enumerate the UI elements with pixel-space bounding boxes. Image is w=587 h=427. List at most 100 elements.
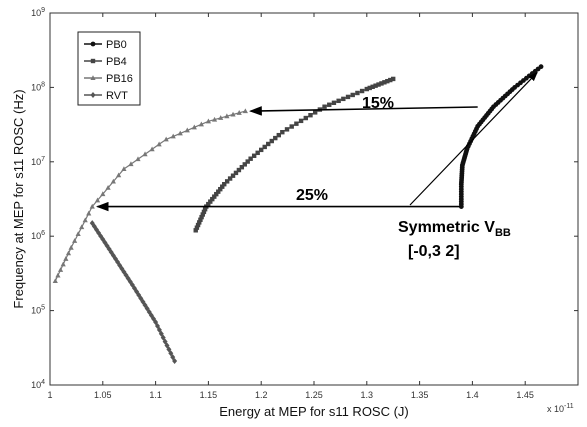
x-axis-label: Energy at MEP for s11 ROSC (J) <box>219 404 409 419</box>
data-point-pb4 <box>385 78 390 84</box>
data-point-pb4 <box>284 127 290 132</box>
y-tick-exp: 4 <box>41 379 45 386</box>
data-point-rvt <box>168 350 174 357</box>
data-point-rvt <box>166 346 172 353</box>
data-point-pb4 <box>273 135 278 141</box>
legend: PB0 PB4 PB16 RVT <box>77 31 141 106</box>
x-tick-label: 1.1 <box>149 390 162 400</box>
data-point-pb16 <box>156 141 162 147</box>
data-point-pb4 <box>367 85 372 91</box>
data-point-rvt <box>153 319 159 326</box>
data-point-pb4 <box>276 132 281 138</box>
data-point-pb4 <box>195 222 201 228</box>
data-point-pb16 <box>110 178 116 184</box>
data-point-pb4 <box>364 86 369 92</box>
x-tick-label: 1.45 <box>516 390 534 400</box>
data-point-pb4 <box>345 94 351 100</box>
data-point-pb4 <box>199 214 204 220</box>
data-point-pb4 <box>280 129 285 135</box>
data-point-pb4 <box>198 217 203 222</box>
label-15-percent: 15% <box>362 95 394 112</box>
data-point-pb4 <box>298 118 304 124</box>
data-point-rvt <box>170 354 176 361</box>
data-point-pb4 <box>218 186 223 192</box>
data-point-pb16 <box>142 151 148 157</box>
y-tick-label: 104 <box>31 379 45 390</box>
series-pb4 <box>193 76 396 233</box>
data-point-pb16 <box>60 261 66 267</box>
data-point-pb16 <box>94 197 101 203</box>
data-point-rvt <box>156 326 162 333</box>
data-point-pb4 <box>227 176 233 181</box>
y-tick-exp: 5 <box>41 305 45 312</box>
data-point-pb16 <box>63 256 69 261</box>
data-point-pb16 <box>242 108 248 114</box>
data-point-pb4 <box>212 194 217 199</box>
data-point-pb4 <box>248 156 253 161</box>
data-point-pb16 <box>128 161 134 167</box>
data-point-rvt <box>158 330 164 337</box>
data-point-pb16 <box>205 118 211 124</box>
data-point-pb4 <box>200 212 205 217</box>
data-point-pb4 <box>242 162 247 167</box>
x-tick-label: 1.2 <box>255 390 268 400</box>
data-point-rvt <box>155 323 161 330</box>
data-point-pb16 <box>82 217 88 223</box>
data-point-pb4 <box>391 76 396 82</box>
data-point-pb16 <box>55 272 61 278</box>
data-point-pb16 <box>116 172 122 178</box>
data-point-pb16 <box>218 115 224 120</box>
data-point-pb4 <box>216 189 221 194</box>
data-point-pb4 <box>266 141 271 147</box>
legend-entry-pb16: PB16 <box>84 73 133 85</box>
data-point-pb4 <box>193 228 198 233</box>
legend-marker <box>90 41 96 47</box>
x-tick-label: 1.15 <box>200 390 218 400</box>
data-point-pb4 <box>289 124 294 129</box>
data-point-rvt <box>160 334 166 341</box>
data-point-pb4 <box>233 170 239 176</box>
data-point-rvt <box>172 358 178 365</box>
data-point-pb4 <box>370 84 375 90</box>
legend-entry-pb0: PB0 <box>84 39 127 51</box>
label-symmetric-sub: BB <box>495 227 511 239</box>
legend-label: RVT <box>106 90 128 102</box>
label-symmetric-range: [-0,3 2] <box>408 243 460 260</box>
legend-marker <box>90 92 96 98</box>
data-point-pb4 <box>373 83 378 88</box>
data-point-pb0 <box>538 64 544 70</box>
data-point-pb16 <box>170 133 176 139</box>
data-point-pb4 <box>224 179 230 184</box>
data-point-pb16 <box>184 127 190 133</box>
data-point-pb16 <box>57 267 64 272</box>
data-point-rvt <box>164 342 170 349</box>
data-point-pb16 <box>224 113 230 119</box>
arrow-symmetric <box>409 71 538 206</box>
data-point-pb16 <box>236 110 242 115</box>
annotation-layer: 15% 25% Symmetric VBB [-0,3 2] <box>95 71 538 260</box>
legend-marker <box>90 58 96 64</box>
data-point-pb16 <box>79 224 85 230</box>
x-tick-label: 1.35 <box>411 390 429 400</box>
x-tick-label: 1 <box>47 390 52 400</box>
data-point-pb4 <box>236 167 242 173</box>
label-symmetric-main: Symmetric V <box>398 219 495 236</box>
data-point-pb4 <box>245 159 250 164</box>
data-point-pb4 <box>251 153 257 158</box>
data-point-pb4 <box>322 104 327 109</box>
y-tick-label: 109 <box>31 7 45 18</box>
data-point-pb4 <box>336 98 341 104</box>
data-point-pb4 <box>382 80 387 85</box>
data-point-pb16 <box>177 130 183 136</box>
data-point-pb16 <box>211 116 218 122</box>
data-point-pb4 <box>294 121 299 126</box>
series-rvt <box>89 220 178 365</box>
data-point-pb4 <box>262 144 267 150</box>
data-point-pb4 <box>239 165 245 170</box>
series-pb0 <box>458 64 544 209</box>
data-point-pb4 <box>355 90 360 96</box>
x-tick-label: 1.4 <box>466 390 479 400</box>
data-point-pb16 <box>149 146 155 152</box>
y-tick-label: 105 <box>31 305 45 316</box>
data-point-pb16 <box>86 210 92 216</box>
